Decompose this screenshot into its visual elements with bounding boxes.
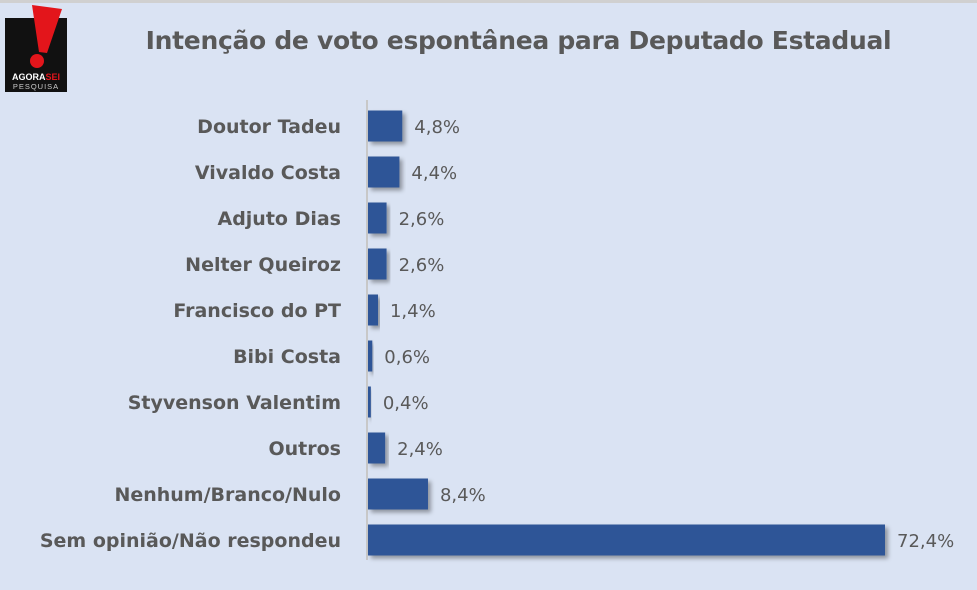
data-label: 72,4%: [897, 531, 954, 552]
category-label: Outros: [269, 438, 342, 460]
bar: [368, 340, 373, 372]
data-label: 8,4%: [440, 485, 486, 506]
data-label: 0,6%: [384, 347, 430, 368]
chart-title: Intenção de voto espontânea para Deputad…: [145, 26, 892, 55]
bar: [368, 110, 403, 142]
data-label: 4,4%: [411, 163, 457, 184]
category-label: Styvenson Valentim: [128, 392, 341, 414]
data-label: 4,8%: [414, 117, 460, 138]
category-label: Sem opinião/Não respondeu: [40, 530, 341, 552]
category-label: Nelter Queiroz: [185, 254, 341, 276]
bar: [368, 432, 386, 464]
category-label: Doutor Tadeu: [197, 116, 341, 138]
category-label: Francisco do PT: [173, 300, 341, 322]
svg-text:AGORASEI: AGORASEI: [12, 72, 60, 82]
svg-text:PESQUISA: PESQUISA: [13, 82, 59, 91]
data-label: 1,4%: [390, 301, 436, 322]
top-border: [0, 0, 977, 3]
category-label: Bibi Costa: [233, 346, 341, 368]
bar: [368, 524, 885, 556]
category-label: Adjuto Dias: [217, 208, 341, 230]
bar: [368, 248, 387, 280]
bar: [368, 156, 400, 188]
category-label: Nenhum/Branco/Nulo: [114, 484, 341, 506]
data-label: 2,6%: [399, 255, 445, 276]
data-label: 2,6%: [399, 209, 445, 230]
category-label: Vivaldo Costa: [195, 162, 341, 184]
agorasei-logo: AGORASEI PESQUISA: [5, 5, 67, 92]
bar: [368, 478, 428, 510]
data-label: 0,4%: [383, 393, 429, 414]
bar: [368, 294, 378, 326]
bar: [368, 202, 387, 234]
data-label: 2,4%: [397, 439, 443, 460]
bar: [368, 386, 371, 418]
